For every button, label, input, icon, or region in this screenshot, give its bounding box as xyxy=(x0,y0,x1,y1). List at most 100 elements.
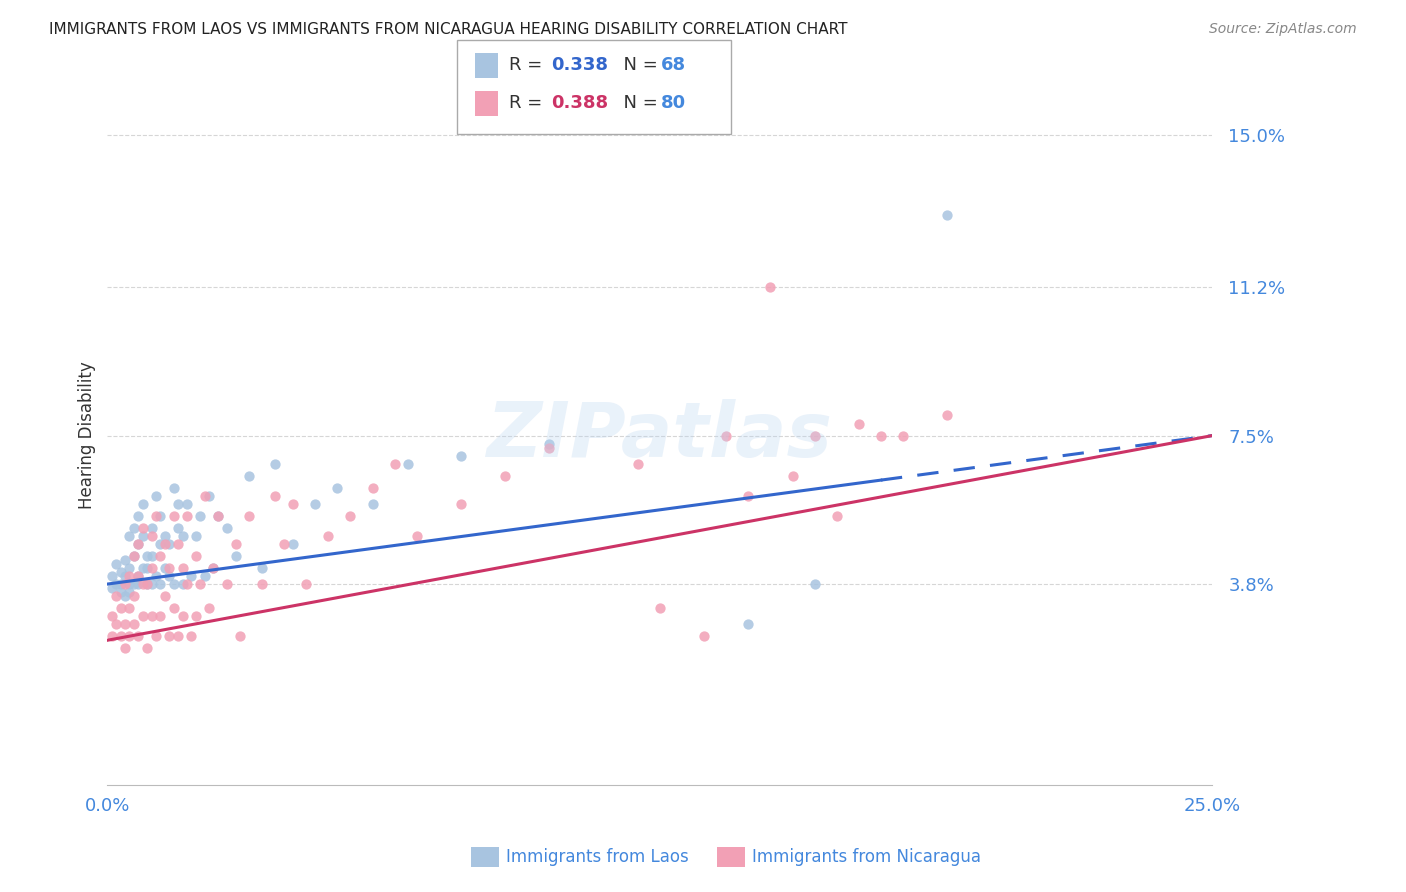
Point xyxy=(157,561,180,575)
Point xyxy=(361,481,384,495)
Point xyxy=(136,577,159,591)
Point xyxy=(163,508,186,523)
Point xyxy=(122,577,145,591)
Point xyxy=(172,561,194,575)
Point xyxy=(225,549,247,563)
Point xyxy=(172,529,194,543)
Point xyxy=(145,489,167,503)
Point xyxy=(118,577,141,591)
Text: N =: N = xyxy=(612,95,664,112)
Point xyxy=(114,617,136,632)
Point xyxy=(157,569,180,583)
Point xyxy=(122,549,145,563)
Point xyxy=(110,585,132,599)
Point xyxy=(149,577,172,591)
Point xyxy=(127,569,149,583)
Point xyxy=(114,553,136,567)
Point xyxy=(149,609,172,624)
Point xyxy=(101,609,124,624)
Point xyxy=(167,497,190,511)
Point xyxy=(167,521,190,535)
Point xyxy=(149,549,172,563)
Point xyxy=(250,577,273,591)
Point xyxy=(176,497,198,511)
Point xyxy=(101,629,124,643)
Point xyxy=(145,629,167,643)
Point xyxy=(281,537,304,551)
Point xyxy=(118,561,141,575)
Point xyxy=(118,585,141,599)
Point xyxy=(627,457,650,471)
Point xyxy=(207,508,229,523)
Text: Immigrants from Laos: Immigrants from Laos xyxy=(506,848,689,866)
Point xyxy=(132,561,155,575)
Point xyxy=(180,629,202,643)
Point xyxy=(194,489,217,503)
Point xyxy=(202,561,225,575)
Point xyxy=(304,497,326,511)
Point xyxy=(238,468,260,483)
Point xyxy=(361,497,384,511)
Point xyxy=(176,577,198,591)
Point xyxy=(450,497,472,511)
Point xyxy=(405,529,427,543)
Text: R =: R = xyxy=(509,56,548,74)
Text: R =: R = xyxy=(509,95,548,112)
Point xyxy=(782,468,804,483)
Point xyxy=(110,629,132,643)
Point xyxy=(538,441,561,455)
Point xyxy=(141,577,163,591)
Point xyxy=(105,617,128,632)
Point xyxy=(145,508,167,523)
Text: N =: N = xyxy=(612,56,664,74)
Point xyxy=(132,521,155,535)
Point xyxy=(180,569,202,583)
Point xyxy=(238,508,260,523)
Point xyxy=(494,468,516,483)
Point xyxy=(184,529,207,543)
Point xyxy=(716,428,738,442)
Point xyxy=(122,521,145,535)
Point xyxy=(153,589,176,603)
Point xyxy=(202,561,225,575)
Point xyxy=(127,569,149,583)
Point xyxy=(207,508,229,523)
Point xyxy=(198,489,221,503)
Point xyxy=(127,508,149,523)
Text: Immigrants from Nicaragua: Immigrants from Nicaragua xyxy=(752,848,981,866)
Point xyxy=(825,508,848,523)
Point xyxy=(450,449,472,463)
Point xyxy=(127,577,149,591)
Point xyxy=(105,589,128,603)
Point xyxy=(127,537,149,551)
Text: IMMIGRANTS FROM LAOS VS IMMIGRANTS FROM NICARAGUA HEARING DISABILITY CORRELATION: IMMIGRANTS FROM LAOS VS IMMIGRANTS FROM … xyxy=(49,22,848,37)
Point xyxy=(141,521,163,535)
Point xyxy=(132,609,155,624)
Point xyxy=(176,508,198,523)
Point xyxy=(118,569,141,583)
Text: 80: 80 xyxy=(661,95,686,112)
Point xyxy=(295,577,318,591)
Text: ZIPatlas: ZIPatlas xyxy=(486,399,832,473)
Point xyxy=(101,569,124,583)
Point xyxy=(215,577,238,591)
Point xyxy=(396,457,419,471)
Point xyxy=(163,601,186,615)
Point xyxy=(127,629,149,643)
Point xyxy=(264,489,287,503)
Point xyxy=(870,428,893,442)
Point xyxy=(891,428,914,442)
Point xyxy=(803,577,825,591)
Point xyxy=(803,428,825,442)
Point xyxy=(339,508,361,523)
Point xyxy=(250,561,273,575)
Point xyxy=(141,529,163,543)
Point xyxy=(229,629,252,643)
Point xyxy=(114,569,136,583)
Point xyxy=(136,641,159,656)
Point xyxy=(145,569,167,583)
Point xyxy=(184,609,207,624)
Point xyxy=(127,537,149,551)
Point xyxy=(114,641,136,656)
Point xyxy=(110,565,132,579)
